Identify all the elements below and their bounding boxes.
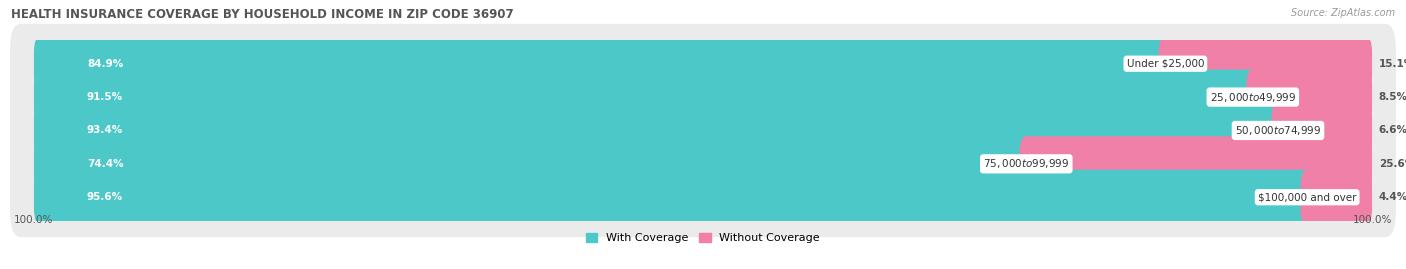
FancyBboxPatch shape	[34, 170, 1313, 225]
Text: HEALTH INSURANCE COVERAGE BY HOUSEHOLD INCOME IN ZIP CODE 36907: HEALTH INSURANCE COVERAGE BY HOUSEHOLD I…	[11, 8, 513, 21]
Text: 91.5%: 91.5%	[87, 92, 124, 102]
FancyBboxPatch shape	[34, 36, 1173, 91]
Text: 8.5%: 8.5%	[1379, 92, 1406, 102]
Text: 93.4%: 93.4%	[87, 125, 124, 136]
Text: 25.6%: 25.6%	[1379, 159, 1406, 169]
Text: Source: ZipAtlas.com: Source: ZipAtlas.com	[1291, 8, 1395, 18]
Legend: With Coverage, Without Coverage: With Coverage, Without Coverage	[582, 228, 824, 247]
FancyBboxPatch shape	[10, 157, 1396, 237]
FancyBboxPatch shape	[10, 57, 1396, 137]
FancyBboxPatch shape	[1019, 136, 1372, 191]
FancyBboxPatch shape	[10, 91, 1396, 170]
Text: 84.9%: 84.9%	[87, 59, 124, 69]
FancyBboxPatch shape	[1271, 103, 1372, 158]
Text: 95.6%: 95.6%	[87, 192, 124, 202]
Text: $75,000 to $99,999: $75,000 to $99,999	[983, 157, 1070, 170]
Text: 4.4%: 4.4%	[1379, 192, 1406, 202]
FancyBboxPatch shape	[34, 136, 1033, 191]
Text: 100.0%: 100.0%	[1353, 215, 1392, 225]
FancyBboxPatch shape	[34, 70, 1260, 125]
FancyBboxPatch shape	[1301, 170, 1372, 225]
Text: $50,000 to $74,999: $50,000 to $74,999	[1234, 124, 1322, 137]
Text: 74.4%: 74.4%	[87, 159, 124, 169]
FancyBboxPatch shape	[34, 103, 1285, 158]
Text: 100.0%: 100.0%	[14, 215, 53, 225]
Text: 6.6%: 6.6%	[1379, 125, 1406, 136]
Text: 15.1%: 15.1%	[1379, 59, 1406, 69]
Text: $25,000 to $49,999: $25,000 to $49,999	[1209, 91, 1296, 104]
FancyBboxPatch shape	[10, 124, 1396, 204]
FancyBboxPatch shape	[10, 24, 1396, 104]
Text: $100,000 and over: $100,000 and over	[1258, 192, 1357, 202]
FancyBboxPatch shape	[1159, 36, 1372, 91]
FancyBboxPatch shape	[1246, 70, 1372, 125]
Text: Under $25,000: Under $25,000	[1126, 59, 1204, 69]
